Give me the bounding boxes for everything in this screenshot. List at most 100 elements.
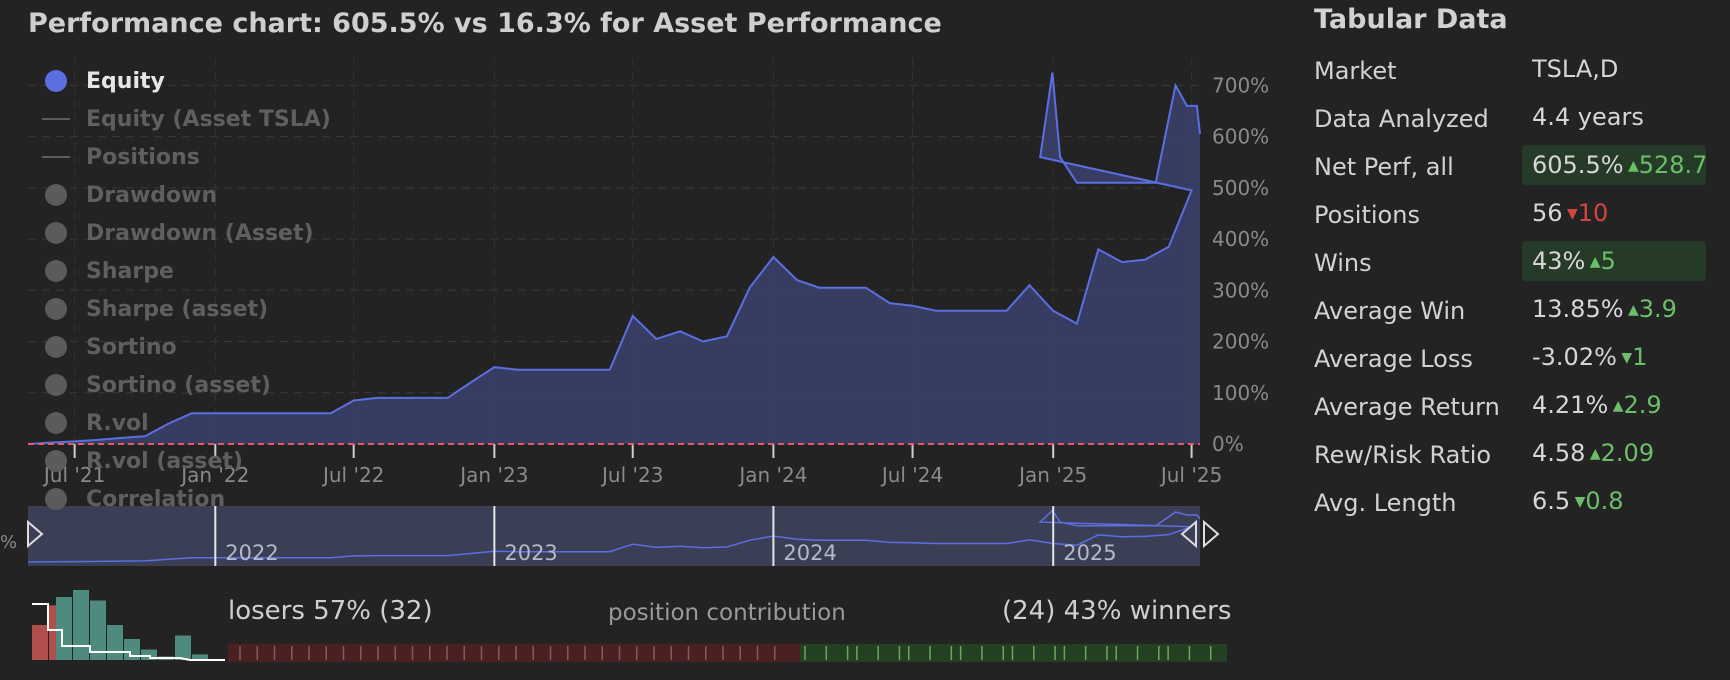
row-label: Average Loss [1314,345,1473,373]
row-value-cell: -3.02% ▼1 [1522,337,1657,377]
series-dot-icon [42,336,70,358]
winner-hist-bar [175,635,191,660]
row-delta: ▲3.9 [1623,295,1677,323]
table-row: Avg. Length 6.5 ▼0.8 [1314,479,1624,527]
table-row: Data Analyzed 4.4 years [1314,95,1644,143]
table-row: Positions 56 ▼10 [1314,191,1608,239]
y-tick-label: 600% [1212,125,1269,149]
legend-item-equity-asset-tsla[interactable]: Equity (Asset TSLA) [42,100,331,138]
row-value: 56 [1532,199,1563,227]
row-delta: ▲5 [1585,247,1616,275]
navigator-right-handle-icon[interactable] [1180,519,1220,549]
winners-strip [800,644,1227,662]
navigator-year-label: 2025 [1063,541,1116,565]
table-row: Rew/Risk Ratio 4.58 ▲2.09 [1314,431,1654,479]
table-title: Tabular Data [1314,4,1508,35]
x-tick-label: Jan '22 [179,463,249,487]
legend-label: Correlation [86,486,226,512]
triangle-up-icon: ▲ [1585,254,1601,270]
winner-hist-bar [192,654,208,660]
winner-hist-bar [56,597,72,660]
legend-label: Positions [86,144,200,170]
row-value-cell: TSLA,D [1522,49,1628,89]
row-value-cell: 4.58 ▲2.09 [1522,433,1664,473]
legend-item-r-vol-asset[interactable]: R.vol (asset) [42,442,331,480]
legend-label: R.vol [86,410,149,436]
row-label: Net Perf, all [1314,153,1454,181]
legend-item-sharpe-asset[interactable]: Sharpe (asset) [42,290,331,328]
table-row: Net Perf, all 605.5% ▲528.7 [1314,143,1707,191]
row-delta: ▲2.9 [1608,391,1662,419]
row-delta: ▼1 [1616,343,1648,371]
row-delta: ▼10 [1562,199,1609,227]
legend-label: Sortino (asset) [86,372,271,398]
legend-item-sharpe[interactable]: Sharpe [42,252,331,290]
row-value: 4.4 years [1532,103,1644,131]
row-value: 43% [1532,247,1586,275]
legend-item-equity[interactable]: Equity [42,62,331,100]
legend-item-correlation[interactable]: Correlation [42,480,331,518]
legend-item-sortino[interactable]: Sortino [42,328,331,366]
winner-hist-bar [73,590,89,660]
legend-label: Equity (Asset TSLA) [86,106,331,132]
series-dot-icon [42,298,70,320]
performance-chart[interactable]: 0%100%200%300%400%500%600%700%Jul '21 Jan… [0,0,1290,680]
contribution-label: position contribution [608,600,846,626]
row-label: Positions [1314,201,1420,229]
triangle-up-icon: ▲ [1608,398,1624,414]
x-tick-label: Jul '22 [321,463,384,487]
series-dot-icon [42,184,70,206]
y-tick-label: 200% [1212,330,1269,354]
x-tick-label: Jan '23 [458,463,528,487]
legend-label: Drawdown [86,182,218,208]
series-line-icon [42,156,70,158]
row-label: Market [1314,57,1397,85]
legend-item-drawdown[interactable]: Drawdown [42,176,331,214]
row-value: TSLA,D [1532,55,1619,83]
row-value-cell: 605.5% ▲528.7 [1522,145,1708,185]
row-label: Average Return [1314,393,1500,421]
row-value: 6.5 [1532,487,1571,515]
row-value-cell: 56 ▼10 [1522,193,1618,233]
losers-summary: losers 57% (32) [228,596,433,626]
row-value-cell: 13.85% ▲3.9 [1522,289,1687,329]
y-tick-label: 300% [1212,278,1269,302]
x-tick-label: Jul '25 [1159,463,1222,487]
x-tick-label: Jul '24 [880,463,943,487]
series-dot-icon [42,488,70,510]
navigator-track [28,506,1200,566]
row-label: Avg. Length [1314,489,1457,517]
legend-item-positions[interactable]: Positions [42,138,331,176]
row-label: Rew/Risk Ratio [1314,441,1492,469]
y-tick-label: 100% [1212,381,1269,405]
row-delta: ▲528.7 [1623,151,1708,179]
legend-item-sortino-asset[interactable]: Sortino (asset) [42,366,331,404]
losers-strip [228,644,800,662]
legend-label: Sharpe (asset) [86,296,269,322]
x-tick-label: Jul '23 [600,463,663,487]
chart-title: Performance chart: 605.5% vs 16.3% for A… [28,8,942,39]
series-dot-icon [42,70,70,92]
row-label: Data Analyzed [1314,105,1489,133]
left-edge-text: % [0,532,18,553]
winner-hist-bar [124,639,140,660]
legend-item-drawdown-asset[interactable]: Drawdown (Asset) [42,214,331,252]
navigator-left-handle-icon[interactable] [27,519,44,549]
row-value-cell: 4.21% ▲2.9 [1522,385,1672,425]
y-tick-label: 700% [1212,73,1269,97]
tabular-data-panel: Tabular Data Market TSLA,D Data Analyzed 4.… [1314,4,1707,527]
navigator-year-label: 2022 [225,541,278,565]
navigator-year-label: 2024 [783,541,836,565]
legend-label: Sharpe [86,258,174,284]
row-value: 605.5% [1532,151,1624,179]
triangle-up-icon: ▲ [1585,446,1601,462]
y-tick-label: 400% [1212,227,1269,251]
equity-line [27,72,1201,445]
row-value: -3.02% [1532,343,1617,371]
row-label: Average Win [1314,297,1466,325]
triangle-up-icon: ▲ [1623,158,1639,174]
row-value: 4.21% [1532,391,1609,419]
series-dot-icon [42,260,70,282]
winners-summary: (24) 43% winners [1002,596,1232,626]
legend-item-r-vol[interactable]: R.vol [42,404,331,442]
